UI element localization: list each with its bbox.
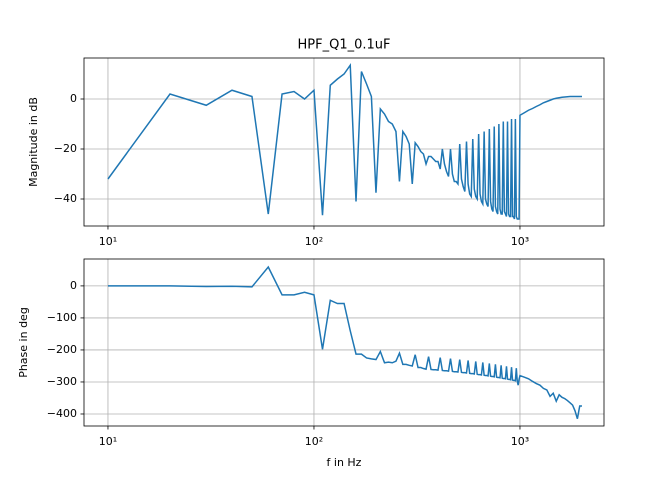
x-axis-label: f in Hz (327, 456, 362, 469)
x-tick-label: 10³ (511, 435, 529, 448)
y-axis-label: Phase in deg (17, 307, 30, 378)
y-tick-label: −20 (54, 142, 77, 155)
y-tick-label: −100 (47, 311, 77, 324)
line (107, 265, 582, 420)
axes-frame (83, 258, 605, 427)
y-tick-label: 0 (70, 279, 77, 292)
x-tick-label: 10³ (511, 235, 529, 248)
x-tick-label: 10¹ (99, 235, 117, 248)
line (107, 63, 582, 220)
y-tick-label: −400 (47, 407, 77, 420)
x-tick-label: 10² (305, 235, 323, 248)
y-tick-label: −300 (47, 375, 77, 388)
y-tick-label: −200 (47, 343, 77, 356)
chart-title: HPF_Q1_0.1uF (298, 38, 391, 53)
y-tick-label: −40 (54, 192, 77, 205)
x-tick-label: 10² (305, 435, 323, 448)
y-axis-label: Magnitude in dB (27, 97, 40, 187)
x-tick-label: 10¹ (99, 435, 117, 448)
y-tick-label: 0 (70, 92, 77, 105)
axes-frame (83, 57, 605, 227)
